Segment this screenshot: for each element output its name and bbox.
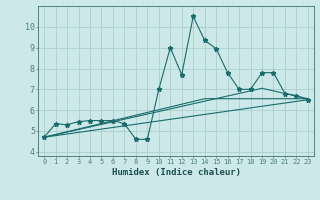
X-axis label: Humidex (Indice chaleur): Humidex (Indice chaleur) [111, 168, 241, 177]
